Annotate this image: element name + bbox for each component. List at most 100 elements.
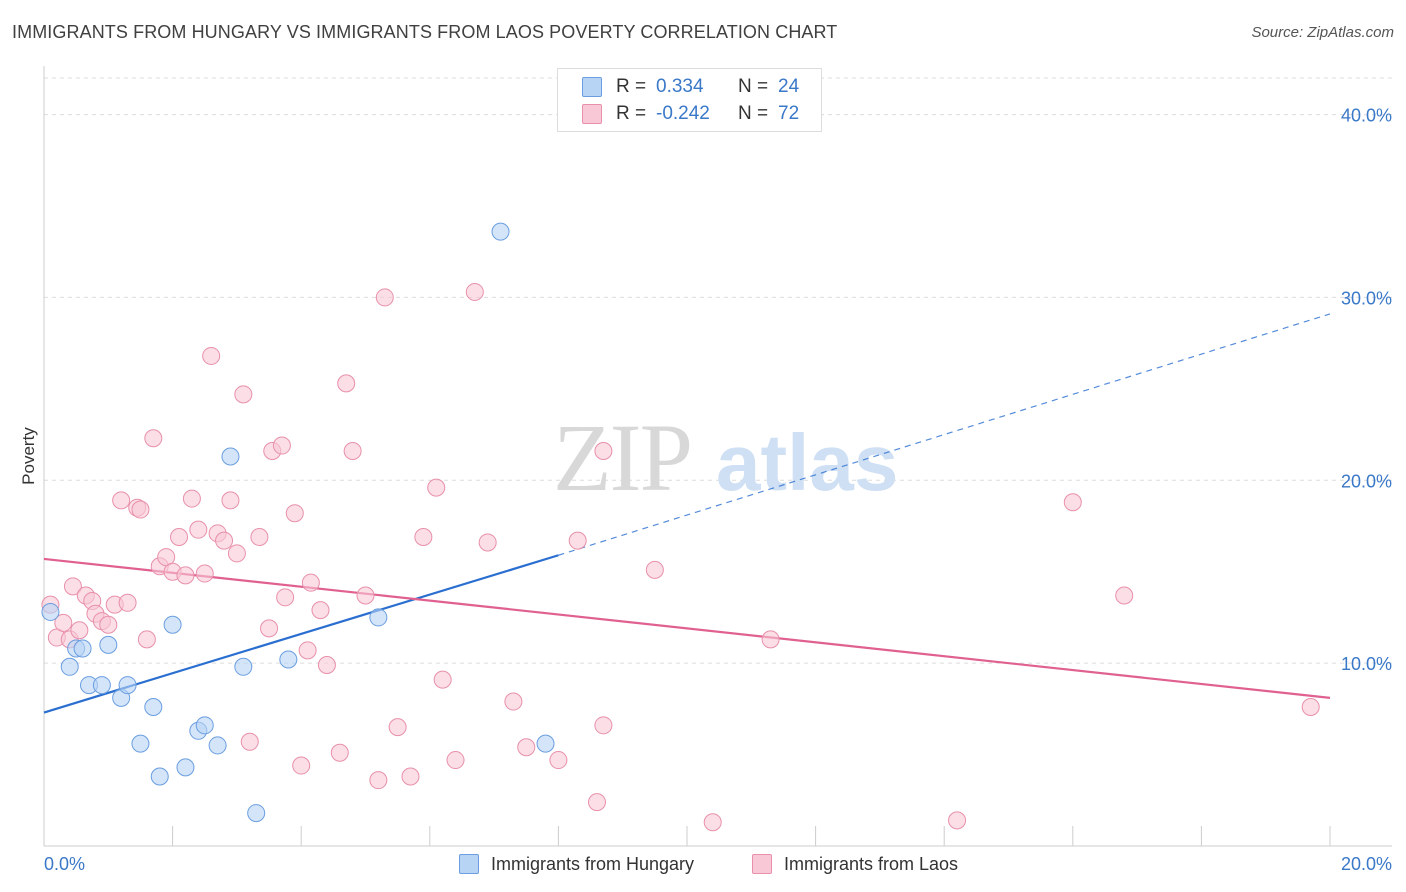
data-point-laos bbox=[176, 566, 195, 585]
x-tick-label: 0.0% bbox=[44, 854, 85, 874]
y-tick-label: 40.0% bbox=[1341, 106, 1392, 126]
data-point-laos bbox=[645, 560, 664, 579]
data-point-laos bbox=[401, 767, 420, 786]
data-point-laos bbox=[292, 756, 311, 775]
y-tick-label: 20.0% bbox=[1341, 471, 1392, 491]
data-point-laos bbox=[343, 442, 362, 461]
data-point-laos bbox=[568, 531, 587, 550]
data-point-laos bbox=[221, 491, 240, 510]
data-point-laos bbox=[703, 813, 722, 832]
data-point-laos bbox=[594, 442, 613, 461]
x-tick-label: 20.0% bbox=[1341, 854, 1392, 874]
data-point-laos bbox=[285, 504, 304, 523]
data-point-hungary bbox=[150, 767, 169, 786]
legend-n-label: N = bbox=[738, 103, 769, 124]
data-point-laos bbox=[427, 478, 446, 497]
data-point-laos bbox=[215, 531, 234, 550]
data-point-hungary bbox=[369, 608, 388, 627]
data-point-laos bbox=[70, 621, 89, 640]
data-point-laos bbox=[99, 615, 118, 634]
data-point-laos bbox=[276, 588, 295, 607]
legend-r-label: R = bbox=[616, 103, 647, 124]
chart-source: Source: ZipAtlas.com bbox=[1251, 24, 1394, 41]
data-point-laos bbox=[761, 630, 780, 649]
data-point-laos bbox=[260, 619, 279, 638]
data-point-laos bbox=[356, 586, 375, 605]
legend-row-laos: R = -0.242 N = 72 bbox=[582, 102, 799, 126]
data-point-laos bbox=[63, 577, 82, 596]
bottom-legend-label-hungary: Immigrants from Hungary bbox=[491, 853, 695, 874]
data-point-laos bbox=[118, 593, 137, 612]
legend-n-value: 24 bbox=[778, 76, 800, 97]
data-point-hungary bbox=[176, 758, 195, 777]
data-point-hungary bbox=[247, 804, 266, 823]
legend-n-value: 72 bbox=[778, 103, 800, 124]
data-point-laos bbox=[433, 670, 452, 689]
y-tick-label: 30.0% bbox=[1341, 288, 1392, 308]
legend-r-value: 0.334 bbox=[656, 76, 704, 97]
data-point-laos bbox=[301, 573, 320, 592]
bottom-legend-swatch-hungary bbox=[459, 854, 479, 874]
y-tick-label: 10.0% bbox=[1341, 654, 1392, 674]
trend-line-laos bbox=[43, 557, 1331, 699]
watermark: ZIP atlas bbox=[553, 404, 898, 511]
data-point-laos bbox=[330, 743, 349, 762]
data-point-laos bbox=[504, 692, 523, 711]
data-point-hungary bbox=[144, 698, 163, 717]
data-point-laos bbox=[517, 738, 536, 757]
chart-title: IMMIGRANTS FROM HUNGARY VS IMMIGRANTS FR… bbox=[12, 22, 838, 42]
data-point-hungary bbox=[279, 650, 298, 669]
data-point-laos bbox=[388, 718, 407, 737]
bottom-legend-hungary: Immigrants from Hungary bbox=[459, 852, 694, 876]
data-point-hungary bbox=[118, 676, 137, 695]
trend-line-extension-hungary bbox=[558, 313, 1331, 556]
data-point-laos bbox=[549, 751, 568, 770]
data-point-laos bbox=[317, 655, 336, 674]
data-point-hungary bbox=[536, 734, 555, 753]
data-point-laos bbox=[311, 601, 330, 620]
data-point-laos bbox=[195, 564, 214, 583]
data-point-laos bbox=[594, 716, 613, 735]
data-point-hungary bbox=[41, 602, 60, 621]
data-point-laos bbox=[112, 491, 131, 510]
data-point-laos bbox=[202, 346, 221, 365]
data-point-hungary bbox=[221, 447, 240, 466]
data-point-laos bbox=[337, 374, 356, 393]
data-point-laos bbox=[948, 811, 967, 830]
data-point-laos bbox=[54, 613, 73, 632]
bottom-legend-laos: Immigrants from Laos bbox=[752, 852, 958, 876]
data-point-laos bbox=[1063, 493, 1082, 512]
data-point-laos bbox=[375, 288, 394, 307]
legend-row-hungary: R = 0.334 N = 24 bbox=[582, 75, 799, 99]
legend-swatch-hungary bbox=[582, 77, 602, 97]
data-point-laos bbox=[137, 630, 156, 649]
bottom-legend-label-laos: Immigrants from Laos bbox=[784, 853, 959, 874]
data-point-laos bbox=[131, 500, 150, 519]
data-point-laos bbox=[144, 429, 163, 448]
gridlines bbox=[44, 77, 1392, 664]
axis-labels: 10.0% 20.0% 30.0% 40.0% 0.0% 20.0% Poverty bbox=[19, 106, 1392, 874]
legend-n-label: N = bbox=[738, 76, 769, 97]
legend-r-label: R = bbox=[616, 76, 647, 97]
data-point-laos bbox=[465, 282, 484, 301]
data-point-hungary bbox=[99, 635, 118, 654]
data-point-laos bbox=[298, 641, 317, 660]
data-point-laos bbox=[272, 436, 291, 455]
data-point-laos bbox=[227, 544, 246, 563]
data-point-laos bbox=[250, 527, 269, 546]
data-point-laos bbox=[446, 751, 465, 770]
data-point-laos bbox=[478, 533, 497, 552]
data-point-hungary bbox=[234, 657, 253, 676]
data-point-hungary bbox=[131, 734, 150, 753]
data-point-hungary bbox=[208, 736, 227, 755]
data-point-hungary bbox=[60, 657, 79, 676]
watermark-zip: ZIP bbox=[553, 404, 691, 511]
legend-swatch-laos bbox=[582, 104, 602, 124]
data-point-laos bbox=[234, 385, 253, 404]
legend-r-value: -0.242 bbox=[656, 103, 710, 124]
data-point-laos bbox=[1301, 698, 1320, 717]
trend-lines bbox=[43, 313, 1331, 714]
data-point-laos bbox=[240, 732, 259, 751]
axes bbox=[43, 66, 1392, 847]
data-point-laos bbox=[414, 527, 433, 546]
